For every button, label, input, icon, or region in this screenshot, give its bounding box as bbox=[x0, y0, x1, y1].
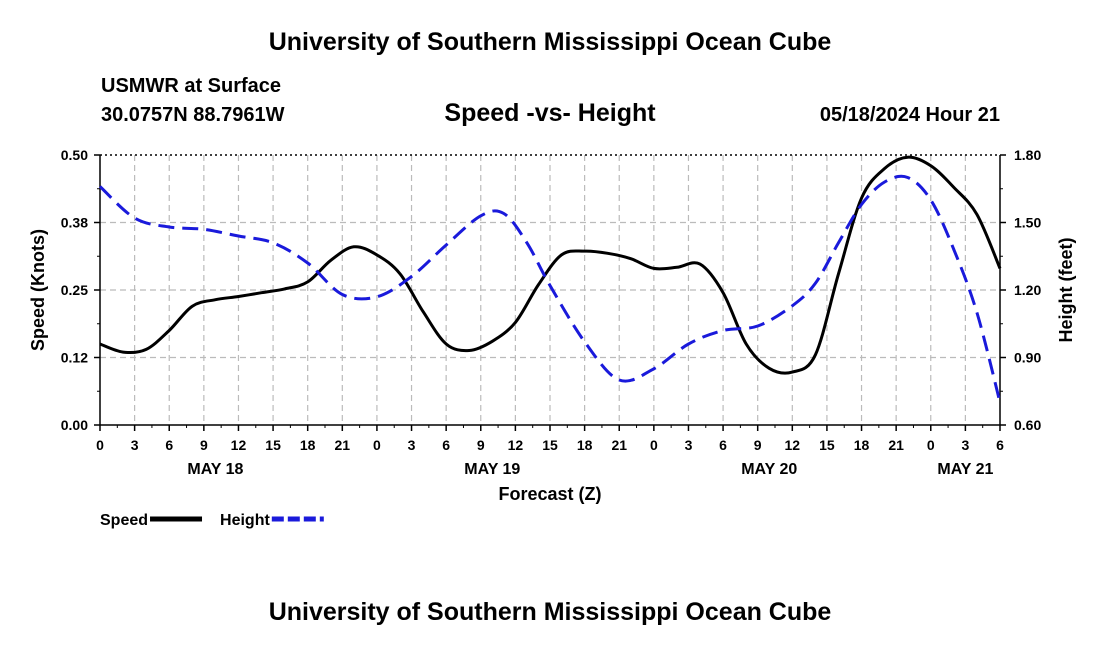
x-tick-label: 15 bbox=[819, 437, 835, 453]
x-tick-label: 15 bbox=[542, 437, 558, 453]
legend-label-height: Height bbox=[220, 512, 270, 529]
x-tick-label: 9 bbox=[200, 437, 208, 453]
y-right-tick-label: 0.90 bbox=[1014, 350, 1041, 366]
series-line-speed bbox=[99, 155, 1002, 375]
chart-title: Speed -vs- Height bbox=[444, 99, 656, 127]
x-tick-label: 0 bbox=[373, 437, 381, 453]
x-tick-label: 18 bbox=[854, 437, 870, 453]
x-tick-label: 6 bbox=[165, 437, 173, 453]
y-right-axis-title: Height (feet) bbox=[1056, 238, 1076, 343]
x-tick-label: 15 bbox=[265, 437, 281, 453]
footer-title: University of Southern Mississippi Ocean… bbox=[268, 598, 832, 626]
station-name: USMWR at Surface bbox=[101, 75, 282, 97]
y-right-tick-label: 1.80 bbox=[1014, 147, 1041, 163]
x-tick-label: 3 bbox=[408, 437, 416, 453]
x-tick-label: 3 bbox=[685, 437, 693, 453]
x-tick-label: 12 bbox=[508, 437, 524, 453]
x-tick-label: 21 bbox=[888, 437, 904, 453]
x-tick-label: 12 bbox=[231, 437, 247, 453]
x-tick-label: 6 bbox=[996, 437, 1004, 453]
y-right-tick-label: 1.50 bbox=[1014, 215, 1041, 231]
x-tick-label: 21 bbox=[335, 437, 351, 453]
x-date-label: MAY 20 bbox=[741, 461, 797, 478]
x-tick-label: 12 bbox=[785, 437, 801, 453]
y-left-tick-label: 0.50 bbox=[61, 147, 88, 163]
legend-label-speed: Speed bbox=[100, 512, 148, 529]
y-right-tick-label: 1.20 bbox=[1014, 282, 1041, 298]
y-right-tick-label: 0.60 bbox=[1014, 417, 1041, 433]
y-left-tick-label: 0.12 bbox=[61, 350, 88, 366]
station-coordinates: 30.0757N 88.7961W bbox=[101, 104, 285, 126]
x-date-label: MAY 19 bbox=[464, 461, 520, 478]
x-axis-title: Forecast (Z) bbox=[498, 484, 601, 504]
x-tick-label: 3 bbox=[961, 437, 969, 453]
x-date-label: MAY 21 bbox=[937, 461, 993, 478]
x-tick-label: 9 bbox=[477, 437, 485, 453]
x-tick-label: 0 bbox=[927, 437, 935, 453]
x-tick-label: 21 bbox=[611, 437, 627, 453]
y-left-axis-title: Speed (Knots) bbox=[28, 229, 48, 351]
x-tick-label: 18 bbox=[577, 437, 593, 453]
x-tick-label: 6 bbox=[719, 437, 727, 453]
forecast-timestamp: 05/18/2024 Hour 21 bbox=[819, 104, 1000, 126]
x-tick-label: 0 bbox=[96, 437, 104, 453]
y-left-tick-label: 0.00 bbox=[61, 417, 88, 433]
y-left-tick-label: 0.25 bbox=[61, 282, 88, 298]
x-tick-label: 18 bbox=[300, 437, 316, 453]
x-tick-label: 9 bbox=[754, 437, 762, 453]
x-tick-label: 6 bbox=[442, 437, 450, 453]
y-left-tick-label: 0.38 bbox=[61, 215, 88, 231]
x-date-label: MAY 18 bbox=[187, 461, 243, 478]
page-title: University of Southern Mississippi Ocean… bbox=[268, 28, 832, 56]
x-tick-label: 3 bbox=[131, 437, 139, 453]
x-tick-label: 0 bbox=[650, 437, 658, 453]
